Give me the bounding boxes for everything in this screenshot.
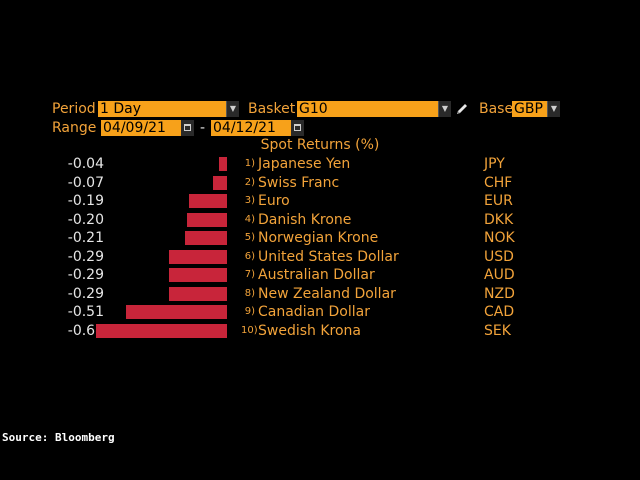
calendar-icon[interactable] xyxy=(181,120,194,136)
bar xyxy=(169,286,227,301)
currency-name[interactable]: Canadian Dollar xyxy=(258,304,370,320)
basket-label: Basket xyxy=(248,101,296,117)
source-note: Source: Bloomberg xyxy=(2,431,115,444)
currency-name[interactable]: New Zealand Dollar xyxy=(258,285,396,302)
range-end-value: 04/12/21 xyxy=(213,120,276,136)
basket-dropdown[interactable]: G10 ▼ xyxy=(297,101,451,117)
value-label: -0.66 xyxy=(67,322,104,339)
rank-label: 2) xyxy=(244,176,255,188)
rank-label: 8) xyxy=(244,287,255,299)
rank-label: 9) xyxy=(244,306,255,317)
currency-code: AUD xyxy=(484,267,515,283)
pencil-icon[interactable] xyxy=(455,102,469,116)
currency-code: USD xyxy=(484,248,514,265)
currency-name[interactable]: United States Dollar xyxy=(258,248,399,265)
rank-label: 1) xyxy=(244,158,255,169)
chevron-down-icon[interactable]: ▼ xyxy=(226,101,239,117)
range-start-input[interactable]: 04/09/21 xyxy=(101,120,194,136)
rank-label: 3) xyxy=(244,195,255,206)
basket-value: G10 xyxy=(299,101,328,117)
value-label: -0.21 xyxy=(67,230,104,246)
bar xyxy=(213,175,227,190)
period-value: 1 Day xyxy=(100,101,142,117)
base-value: GBP xyxy=(514,101,543,117)
bar xyxy=(219,157,227,171)
rank-label: 5) xyxy=(244,232,255,243)
rank-label: 6) xyxy=(244,250,255,262)
value-label: -0.29 xyxy=(67,285,104,302)
bar xyxy=(189,194,227,208)
chart-title: Spot Returns (%) xyxy=(260,137,380,153)
period-dropdown[interactable]: 1 Day ▼ xyxy=(98,101,239,117)
currency-name[interactable]: Euro xyxy=(258,193,290,209)
bar xyxy=(185,231,227,245)
calendar-icon[interactable] xyxy=(291,120,304,136)
currency-code: JPY xyxy=(484,156,505,172)
currency-name[interactable]: Swedish Krona xyxy=(258,322,361,339)
chevron-down-icon[interactable]: ▼ xyxy=(547,101,560,117)
range-label: Range xyxy=(52,120,97,136)
currency-name[interactable]: Norwegian Krone xyxy=(258,230,379,246)
currency-name[interactable]: Danish Krone xyxy=(258,211,352,228)
base-dropdown[interactable]: GBP ▼ xyxy=(512,101,560,117)
rank-label: 7) xyxy=(244,269,255,280)
currency-name[interactable]: Swiss Franc xyxy=(258,174,340,191)
currency-code: EUR xyxy=(484,193,513,209)
bar xyxy=(187,212,227,227)
value-label: -0.19 xyxy=(67,193,104,209)
period-label: Period xyxy=(52,101,96,117)
range-separator: - xyxy=(200,120,206,136)
bar xyxy=(96,323,227,338)
currency-code: NZD xyxy=(484,285,515,302)
value-label: -0.51 xyxy=(67,304,104,320)
currency-code: CAD xyxy=(484,304,515,320)
currency-code: DKK xyxy=(484,211,514,228)
currency-code: SEK xyxy=(484,322,511,339)
range-start-value: 04/09/21 xyxy=(103,120,166,136)
value-label: -0.20 xyxy=(67,211,104,228)
bar xyxy=(169,249,227,264)
rank-label: 4) xyxy=(244,213,255,225)
currency-name[interactable]: Japanese Yen xyxy=(258,156,351,172)
currency-code: NOK xyxy=(484,230,515,246)
currency-name[interactable]: Australian Dollar xyxy=(258,267,375,283)
value-label: -0.29 xyxy=(67,267,104,283)
base-label: Base xyxy=(479,101,514,117)
chevron-down-icon[interactable]: ▼ xyxy=(438,101,451,117)
currency-code: CHF xyxy=(484,174,513,191)
rank-label: 10) xyxy=(241,324,258,336)
bar xyxy=(169,268,227,282)
value-label: -0.04 xyxy=(67,156,104,172)
value-label: -0.29 xyxy=(67,248,104,265)
range-end-input[interactable]: 04/12/21 xyxy=(211,120,304,136)
value-label: -0.07 xyxy=(67,174,104,191)
bar xyxy=(125,305,227,319)
